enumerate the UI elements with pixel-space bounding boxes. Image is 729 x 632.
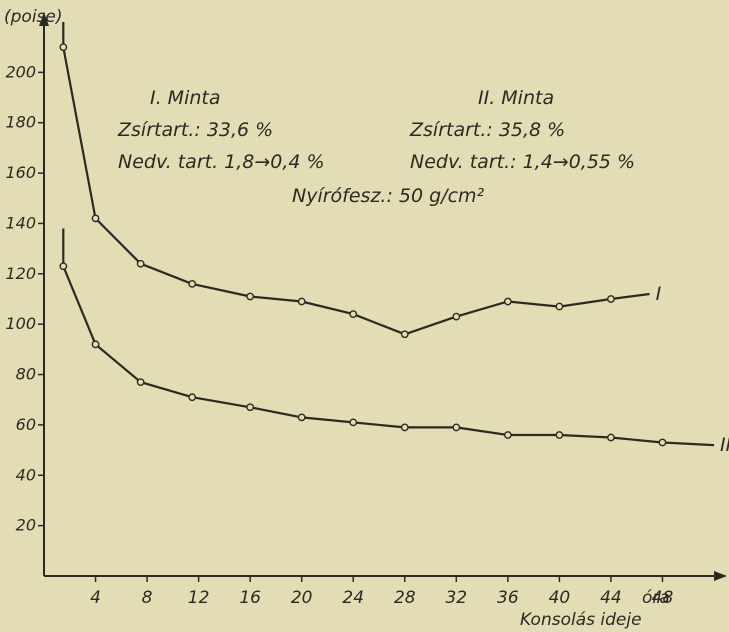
series-II-point (349, 418, 358, 427)
x-tick-label: 40 (549, 588, 571, 608)
x-tick-label: 20 (291, 588, 313, 608)
x-tick-label: 8 (142, 588, 153, 608)
y-tick-label: 200 (5, 62, 36, 81)
x-tick-label: 44 (600, 588, 622, 608)
series-II-point (452, 423, 461, 432)
series-II-point (503, 431, 512, 439)
series-I-point (400, 330, 409, 339)
series-I-point (297, 297, 306, 306)
sample2-moisture: Nedv. tart.: 1,4→0,55 % (410, 151, 635, 173)
x-axis-label: Konsolás ideje (520, 610, 642, 630)
y-tick-label: 120 (5, 264, 36, 283)
y-tick-label: 100 (5, 314, 36, 333)
shear-stress-annotation: Nyírófesz.: 50 g/cm² (292, 185, 485, 207)
x-tick-label: 16 (239, 588, 261, 608)
y-tick-label: 40 (16, 465, 36, 484)
series-I-point (349, 310, 358, 319)
y-tick-label: 160 (5, 163, 36, 182)
series-II-point (246, 403, 255, 412)
x-tick-label: 36 (497, 588, 519, 608)
sample1-fat: Zsírtart.: 33,6 % (117, 119, 273, 141)
series-II-point (297, 413, 306, 422)
x-tick-label: 12 (188, 588, 210, 608)
y-axis-label: (poise) (4, 7, 63, 27)
y-tick-label: 80 (16, 365, 36, 384)
x-tick-label: 4 (90, 588, 101, 608)
series-II-label: II (720, 434, 729, 456)
series-II-point (188, 393, 197, 402)
series-II-point (607, 433, 615, 442)
sample2-fat: Zsírtart.: 35,8 % (409, 119, 565, 141)
series-I-line (62, 22, 650, 336)
series-I-point (503, 297, 512, 306)
series-I-point (59, 43, 68, 52)
x-unit-label: óra (642, 588, 670, 608)
y-tick-label: 60 (16, 415, 36, 434)
sample2-title: II. Minta (478, 87, 554, 109)
x-tick-label: 48 (652, 588, 674, 608)
series-II-point (555, 431, 564, 439)
series-II-point (136, 378, 145, 386)
x-tick-label: 28 (394, 588, 416, 608)
series-I-point (188, 279, 197, 288)
y-axis-ticks: 20 40 60 80 100 120 140 160 180 200 (5, 62, 44, 535)
series-I-point (555, 302, 564, 311)
sample1-moisture: Nedv. tart. 1,8→0,4 % (118, 151, 325, 173)
series-I-point (246, 292, 255, 301)
sample1-title: I. Minta (150, 87, 221, 109)
x-tick-label: 24 (342, 588, 364, 608)
sample2-annotation: II. Minta Zsírtart.: 35,8 % Nedv. tart.:… (409, 87, 635, 173)
series-I-point (452, 312, 461, 321)
series-II-line (62, 228, 715, 447)
x-axis-arrow (714, 571, 727, 581)
x-axis-ticks: 4 8 12 16 20 24 28 32 36 40 44 48 (90, 576, 673, 608)
y-tick-label: 140 (5, 213, 36, 232)
series-II-point (59, 262, 68, 271)
series-II-point (400, 423, 409, 432)
sample1-annotation: I. Minta Zsírtart.: 33,6 % Nedv. tart. 1… (117, 87, 325, 173)
series-I-point (136, 259, 145, 268)
y-tick-label: 20 (16, 516, 36, 535)
series-layer: III (59, 22, 729, 456)
series-I-label: I (656, 283, 662, 305)
x-tick-label: 32 (445, 588, 467, 608)
series-II-point (658, 438, 667, 447)
y-tick-label: 180 (5, 113, 36, 132)
y-axis-arrow (39, 12, 49, 26)
series-I-point (91, 214, 100, 223)
series-II-point (91, 340, 100, 349)
series-I-point (607, 295, 615, 303)
